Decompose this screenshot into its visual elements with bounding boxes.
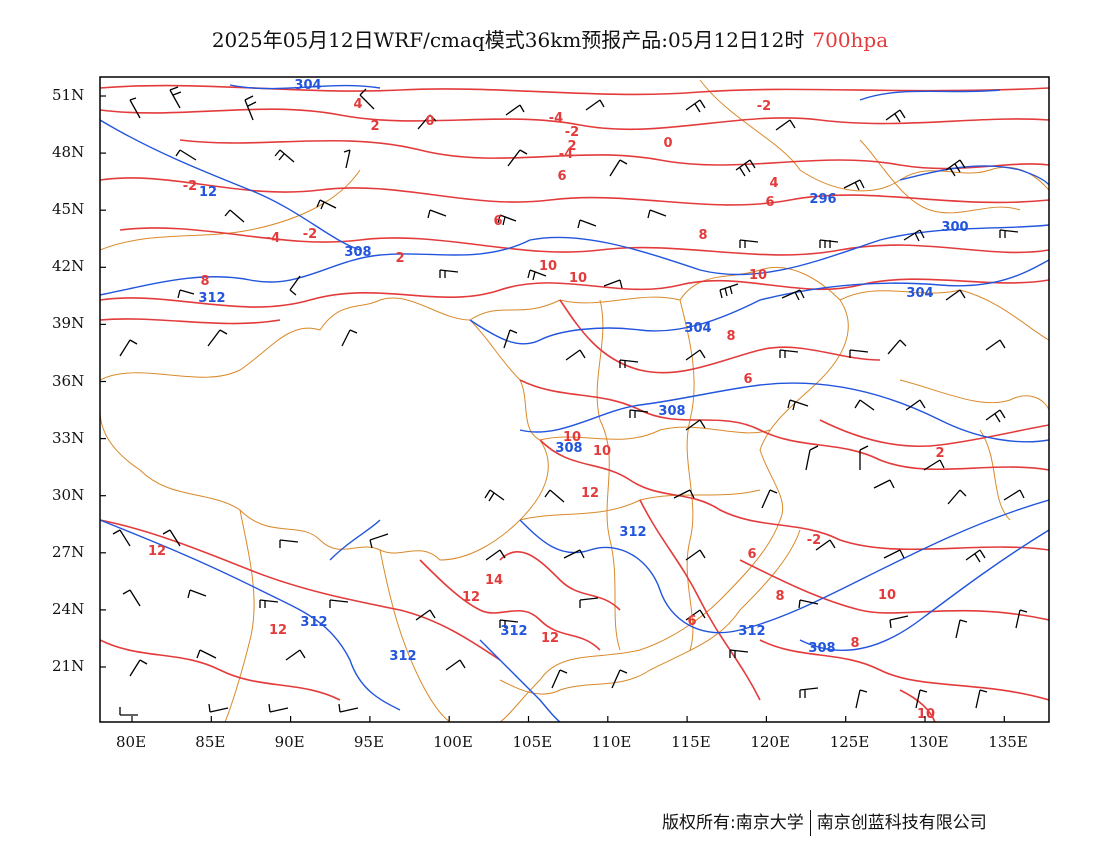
height-contour-label: 12 bbox=[199, 185, 217, 200]
temperature-contour-label: 12 bbox=[541, 631, 559, 646]
temperature-contour-label: 6 bbox=[557, 169, 566, 184]
temperature-contour-label: 6 bbox=[747, 547, 756, 562]
height-contour-label: 312 bbox=[619, 525, 646, 540]
temperature-contour-label: 4 bbox=[769, 176, 778, 191]
height-contour-label: 312 bbox=[738, 624, 765, 639]
height-contours bbox=[100, 84, 1049, 722]
temperature-contours bbox=[100, 84, 1049, 722]
temperature-contour-label: 10 bbox=[917, 707, 935, 722]
temperature-contour-label: 8 bbox=[726, 329, 735, 344]
pressure-level: 700hpa bbox=[812, 28, 889, 52]
height-contour-label: 308 bbox=[344, 245, 371, 260]
lat-label: 33N bbox=[52, 428, 85, 447]
temperature-contour-label: -4 bbox=[559, 147, 573, 162]
copyright-footer: 版权所有:南京大学 南京创蓝科技有限公司 bbox=[662, 808, 987, 836]
map-frame bbox=[99, 76, 1050, 723]
temperature-contour-label: -2 bbox=[183, 179, 197, 194]
lat-label: 42N bbox=[52, 257, 85, 276]
temperature-contour-label: 10 bbox=[569, 271, 587, 286]
lon-label: 80E bbox=[116, 733, 147, 751]
lon-label: 115E bbox=[671, 733, 711, 751]
temperature-contour-label: 8 bbox=[850, 636, 859, 651]
temperature-contour-label: 14 bbox=[485, 573, 503, 588]
temperature-contour-label: 12 bbox=[581, 486, 599, 501]
temperature-contour-label: 8 bbox=[775, 589, 784, 604]
lat-label: 48N bbox=[52, 143, 85, 162]
height-contour-label: 312 bbox=[389, 649, 416, 664]
temperature-contour-label: 10 bbox=[749, 268, 767, 283]
height-contour-label: 312 bbox=[500, 624, 527, 639]
temperature-contour-label: 2 bbox=[567, 139, 576, 154]
height-contour-label: 312 bbox=[300, 615, 327, 630]
temperature-contour-label: -2 bbox=[565, 125, 579, 140]
lat-label: 24N bbox=[52, 599, 85, 618]
lat-label: 39N bbox=[52, 314, 85, 333]
height-contour-label: 312 bbox=[198, 291, 225, 306]
temperature-contour-label: 10 bbox=[593, 444, 611, 459]
lon-label: 135E bbox=[988, 733, 1028, 751]
temperature-contour-label: 6 bbox=[687, 614, 696, 629]
lat-label: 45N bbox=[52, 200, 85, 219]
lat-label: 27N bbox=[52, 542, 85, 561]
temperature-contour-label: 2 bbox=[395, 251, 404, 266]
temperature-contour-label: 4 bbox=[353, 97, 362, 112]
lon-label: 110E bbox=[591, 733, 632, 751]
height-contour-label: 300 bbox=[941, 220, 968, 235]
height-contour-label: 304 bbox=[684, 321, 711, 336]
temperature-contour-label: 6 bbox=[493, 214, 502, 229]
temperature-contour-label: -2 bbox=[757, 99, 771, 114]
temperature-contour-label: 10 bbox=[878, 588, 896, 603]
temperature-contour-label: 12 bbox=[462, 590, 480, 605]
temperature-contour-label: -2 bbox=[303, 227, 317, 242]
lon-label: 90E bbox=[274, 733, 305, 751]
lon-label: 85E bbox=[195, 733, 226, 751]
height-contour-label: 308 bbox=[808, 641, 835, 656]
lon-label: 100E bbox=[433, 733, 473, 751]
temperature-contour-label: 12 bbox=[269, 623, 287, 638]
axis-ticks bbox=[100, 95, 1005, 722]
lon-label: 130E bbox=[909, 733, 949, 751]
lat-label: 30N bbox=[52, 485, 85, 504]
temperature-contour-label: 2 bbox=[370, 119, 379, 134]
height-label-layer: 304 12 308 312 304 304 296 300 308 308 312 312 312 31… bbox=[198, 78, 968, 664]
lon-label: 95E bbox=[353, 733, 384, 751]
lon-label: 125E bbox=[829, 733, 870, 751]
lat-label: 21N bbox=[52, 657, 85, 675]
temperature-contour-label: 6 bbox=[743, 372, 752, 387]
copyright-owner: 版权所有:南京大学 bbox=[662, 813, 804, 833]
height-contour-label: 296 bbox=[809, 192, 836, 207]
height-contour-label: 304 bbox=[906, 286, 933, 301]
height-contour-label: 308 bbox=[555, 441, 582, 456]
temperature-contour-label: 6 bbox=[765, 195, 774, 210]
temperature-contour-label: 0 bbox=[663, 136, 672, 151]
temperature-contour-label: 12 bbox=[148, 544, 166, 559]
copyright-company: 南京创蓝科技有限公司 bbox=[816, 813, 987, 833]
boundary-layer bbox=[100, 79, 1049, 722]
temperature-contour-label: 8 bbox=[200, 274, 209, 289]
wind-barbs bbox=[112, 86, 1028, 716]
temperature-contour-label: 2 bbox=[935, 446, 944, 461]
lat-label: 36N bbox=[52, 371, 85, 390]
footer-divider bbox=[809, 810, 811, 836]
height-contour-label: 304 bbox=[294, 78, 321, 93]
temperature-contour-label: -2 bbox=[807, 533, 821, 548]
lon-label: 105E bbox=[512, 733, 553, 751]
temperature-contour-label: 0 bbox=[425, 114, 434, 129]
lon-label: 120E bbox=[750, 733, 790, 751]
temperature-contour-label: 8 bbox=[698, 228, 707, 243]
title-text: 2025年05月12日WRF/cmaq模式36km预报产品:05月12日12时 bbox=[211, 28, 805, 52]
temperature-contour-label: -4 bbox=[549, 111, 563, 126]
lat-label: 51N bbox=[52, 86, 85, 104]
temperature-contour-label: 10 bbox=[563, 430, 581, 445]
map-title: 2025年05月12日WRF/cmaq模式36km预报产品:05月12日12时 7… bbox=[0, 24, 1100, 53]
temperature-contour-label: 10 bbox=[539, 259, 557, 274]
temperature-contour-label: -4 bbox=[266, 231, 280, 246]
height-contour-label: 308 bbox=[658, 404, 685, 419]
